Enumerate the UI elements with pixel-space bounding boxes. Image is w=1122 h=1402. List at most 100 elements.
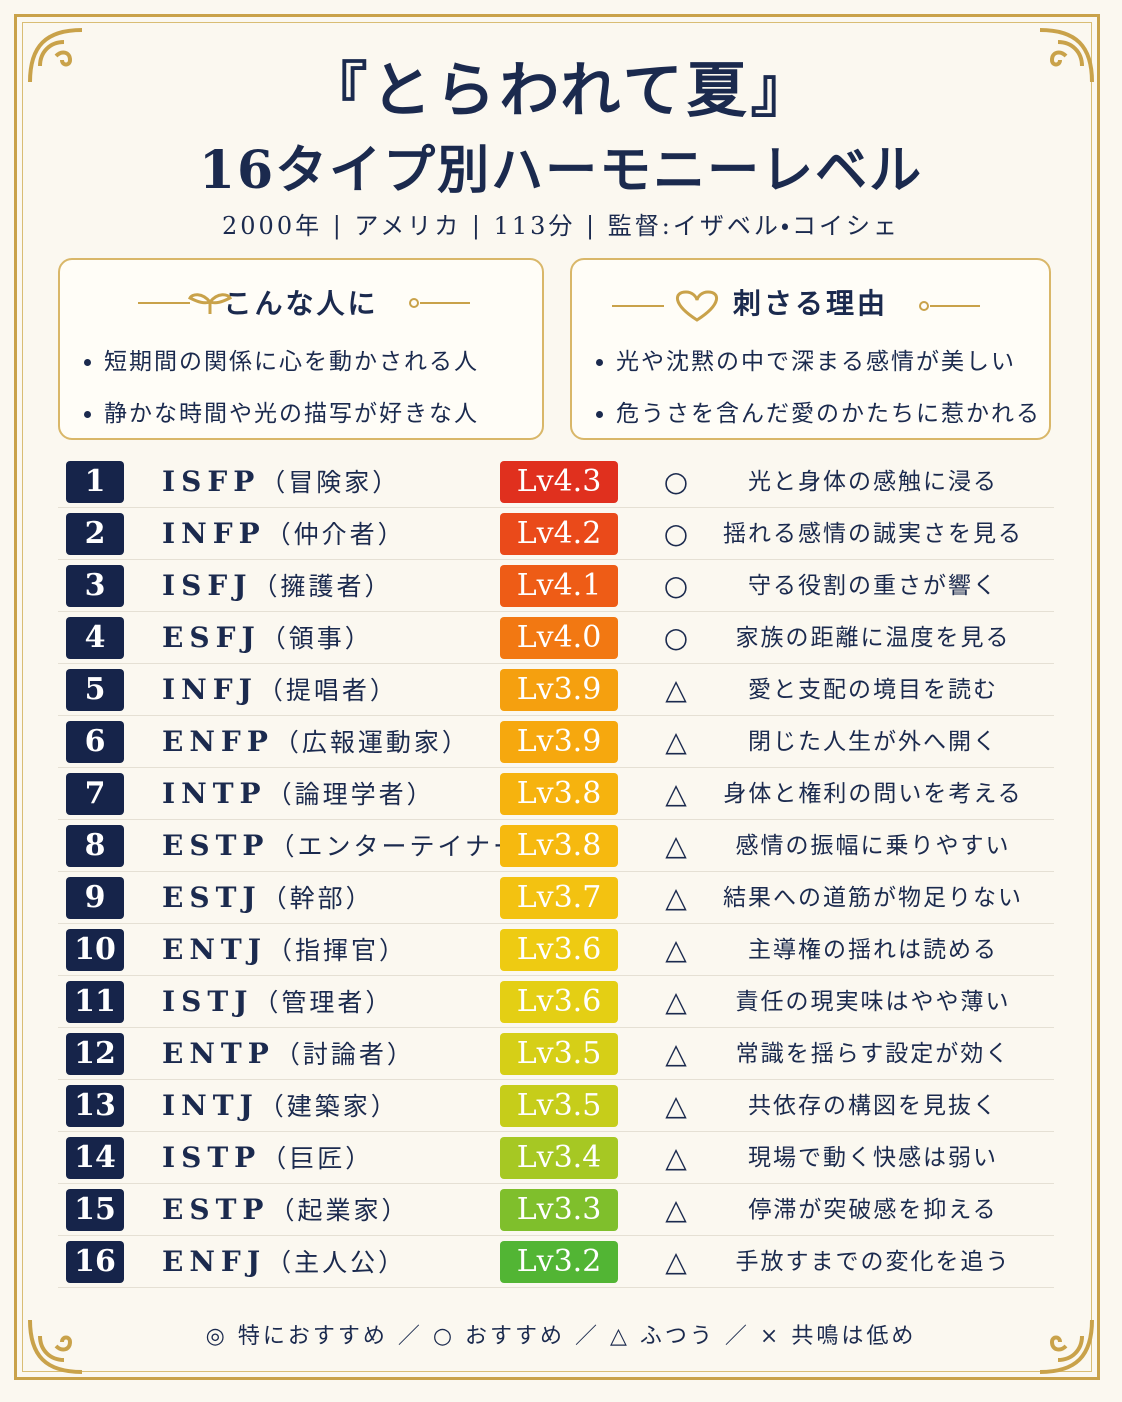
level-badge: Lv3.6 (500, 929, 618, 971)
type-role: （巨匠） (261, 1144, 374, 1173)
rank-badge: 5 (66, 669, 124, 711)
rank-badge: 1 (66, 461, 124, 503)
type-cell: ISFP（冒険家） (162, 456, 400, 509)
type-cell: ISTJ（管理者） (162, 976, 393, 1029)
bullet: 短期間の関係に心を動かされる人 (104, 342, 542, 376)
type-code: ISFJ (162, 569, 253, 602)
type-code: ISTJ (162, 985, 254, 1018)
type-code: ESFJ (162, 621, 261, 654)
type-code: INFP (162, 517, 266, 550)
level-badge: Lv4.0 (500, 617, 618, 659)
heading-ornament (138, 293, 470, 314)
rating-mark: △ (665, 829, 687, 862)
level-badge: Lv3.8 (500, 825, 618, 867)
rating-mark: △ (665, 985, 687, 1018)
level-badge: Lv3.3 (500, 1189, 618, 1231)
table-row: 6 ENFP（広報運動家） Lv3.9 △ 閉じた人生が外へ開く (58, 716, 1054, 768)
comment: 愛と支配の境目を読む (748, 677, 998, 703)
bullet-list: 光や沈黙の中で深まる感情が美しい危うさを含んだ愛のかたちに惹かれる (572, 342, 1049, 428)
rank-badge: 3 (66, 565, 124, 607)
type-role: （主人公） (266, 1248, 407, 1277)
type-role: （討論者） (274, 1040, 415, 1069)
table-row: 1 ISFP（冒険家） Lv4.3 ○ 光と身体の感触に浸る (58, 456, 1054, 508)
table-row: 5 INFJ（提唱者） Lv3.9 △ 愛と支配の境目を読む (58, 664, 1054, 716)
box-heading: 刺さる理由 (732, 287, 888, 320)
rating-mark: △ (665, 673, 687, 706)
level-badge: Lv3.9 (500, 721, 618, 763)
rating-mark: △ (665, 1141, 687, 1174)
rating-mark: △ (665, 1193, 687, 1226)
level-badge: Lv4.3 (500, 461, 618, 503)
comment: 主導権の揺れは読める (748, 937, 998, 963)
type-cell: INTP（論理学者） (162, 768, 435, 821)
type-cell: ENFP（広報運動家） (162, 716, 470, 769)
type-role: （擁護者） (252, 572, 393, 601)
rank-badge: 7 (66, 773, 124, 815)
info-box: こんな人に 短期間の関係に心を動かされる人静かな時間や光の描写が好きな人 (58, 258, 544, 440)
rank-badge: 14 (66, 1137, 124, 1179)
comment: 身体と権利の問いを考える (723, 781, 1023, 807)
rating-mark: ○ (663, 465, 689, 498)
bullet: 危うさを含んだ愛のかたちに惹かれる (616, 394, 1049, 428)
level-badge: Lv3.4 (500, 1137, 618, 1179)
inner-frame (22, 22, 1092, 1372)
comment: 手放すまでの変化を追う (735, 1249, 1011, 1275)
table-row: 13 INTJ（建築家） Lv3.5 △ 共依存の構図を見抜く (58, 1080, 1054, 1132)
type-code: ESTP (162, 829, 270, 862)
type-cell: ESTP（起業家） (162, 1184, 409, 1237)
level-badge: Lv3.5 (500, 1033, 618, 1075)
comment: 共依存の構図を見抜く (748, 1093, 998, 1119)
table-row: 15 ESTP（起業家） Lv3.3 △ 停滞が突破感を抑える (58, 1184, 1054, 1236)
meta: 2000年 | アメリカ | 113分 | 監督:イザベル・コイシェ (222, 212, 900, 240)
type-cell: INFP（仲介者） (162, 508, 406, 561)
type-code: ENFJ (162, 1245, 267, 1278)
level-badge: Lv3.5 (500, 1085, 618, 1127)
table-row: 3 ISFJ（擁護者） Lv4.1 ○ 守る役割の重さが響く (58, 560, 1054, 612)
comment: 閉じた人生が外へ開く (748, 729, 998, 755)
comment: 結果への道筋が物足りない (723, 885, 1023, 911)
type-role: （指揮官） (267, 936, 408, 965)
table-row: 10 ENTJ（指揮官） Lv3.6 △ 主導権の揺れは読める (58, 924, 1054, 976)
level-badge: Lv3.9 (500, 669, 618, 711)
heading-ornament (612, 290, 980, 322)
rating-mark: △ (665, 1089, 687, 1122)
type-code: INFJ (162, 673, 258, 706)
table-row: 12 ENTP（討論者） Lv3.5 △ 常識を揺らす設定が効く (58, 1028, 1054, 1080)
corner-ornament (1039, 28, 1094, 83)
type-code: ENTJ (162, 933, 268, 966)
table-row: 8 ESTP（エンターテイナー） Lv3.8 △ 感情の振幅に乗りやすい (58, 820, 1054, 872)
type-cell: ENFJ（主人公） (162, 1236, 406, 1289)
rank-badge: 16 (66, 1241, 124, 1283)
rank-badge: 2 (66, 513, 124, 555)
table-row: 4 ESFJ（領事） Lv4.0 ○ 家族の距離に温度を見る (58, 612, 1054, 664)
bullet-list: 短期間の関係に心を動かされる人静かな時間や光の描写が好きな人 (60, 342, 542, 428)
bullet: 光や沈黙の中で深まる感情が美しい (616, 342, 1049, 376)
type-cell: ENTJ（指揮官） (162, 924, 407, 977)
table-row: 16 ENFJ（主人公） Lv3.2 △ 手放すまでの変化を追う (58, 1236, 1054, 1288)
bullet: 静かな時間や光の描写が好きな人 (104, 394, 542, 428)
type-cell: INTJ（建築家） (162, 1080, 399, 1133)
type-cell: ESTJ（幹部） (162, 872, 374, 925)
table-row: 7 INTP（論理学者） Lv3.8 △ 身体と権利の問いを考える (58, 768, 1054, 820)
level-badge: Lv3.7 (500, 877, 618, 919)
type-role: （管理者） (253, 988, 394, 1017)
frame (14, 14, 1100, 1380)
type-cell: ESTP（エンターテイナー） (162, 820, 549, 873)
type-code: ESTP (162, 1193, 270, 1226)
type-role: （冒険家） (260, 468, 401, 497)
type-code: ESTJ (162, 881, 262, 914)
rating-mark: ○ (663, 621, 689, 654)
rank-badge: 13 (66, 1085, 124, 1127)
type-code: ENFP (162, 725, 274, 758)
type-role: （起業家） (269, 1196, 410, 1225)
table-row: 2 INFP（仲介者） Lv4.2 ○ 揺れる感情の誠実さを見る (58, 508, 1054, 560)
type-cell: ISFJ（擁護者） (162, 560, 392, 613)
type-cell: INFJ（提唱者） (162, 664, 398, 717)
rating-mark: △ (665, 725, 687, 758)
type-role: （広報運動家） (273, 728, 470, 757)
title: 『とらわれて夏』 (307, 56, 815, 126)
comment: 光と身体の感触に浸る (748, 469, 998, 495)
type-code: ISFP (162, 465, 261, 498)
comment: 常識を揺らす設定が効く (735, 1041, 1011, 1067)
table-row: 11 ISTJ（管理者） Lv3.6 △ 責任の現実味はやや薄い (58, 976, 1054, 1028)
